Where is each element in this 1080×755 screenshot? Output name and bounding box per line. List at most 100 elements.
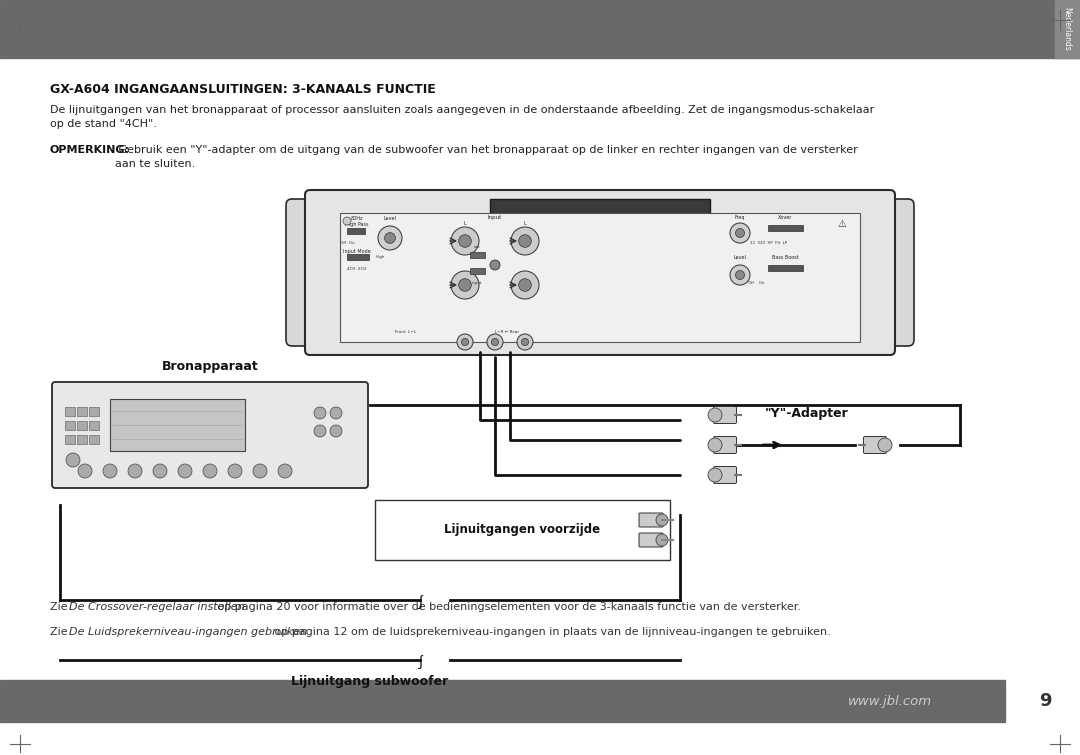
- FancyBboxPatch shape: [714, 406, 737, 424]
- Circle shape: [228, 464, 242, 478]
- Text: Off  On: Off On: [340, 241, 354, 245]
- Circle shape: [656, 514, 669, 526]
- Text: input: input: [472, 281, 483, 285]
- FancyBboxPatch shape: [286, 199, 330, 346]
- Text: Level: Level: [733, 255, 746, 260]
- Text: www.jbl.com: www.jbl.com: [848, 695, 932, 707]
- Bar: [470, 252, 485, 258]
- Text: High: High: [376, 255, 386, 259]
- FancyBboxPatch shape: [639, 533, 663, 547]
- Circle shape: [78, 464, 92, 478]
- FancyBboxPatch shape: [639, 513, 663, 527]
- Circle shape: [517, 334, 534, 350]
- Circle shape: [708, 468, 723, 482]
- Circle shape: [451, 271, 480, 299]
- Circle shape: [178, 464, 192, 478]
- Circle shape: [330, 407, 342, 419]
- Circle shape: [878, 438, 892, 452]
- Text: Xover: Xover: [778, 215, 793, 220]
- Circle shape: [735, 229, 744, 238]
- Circle shape: [330, 425, 342, 437]
- Text: Lijnuitgangen voorzijde: Lijnuitgangen voorzijde: [445, 523, 600, 537]
- Bar: [768, 265, 804, 271]
- Circle shape: [378, 226, 402, 250]
- Circle shape: [461, 338, 469, 346]
- Bar: [77, 421, 87, 430]
- Text: Input Mode: Input Mode: [343, 249, 370, 254]
- Text: Gebruik een "Y"-adapter om de uitgang van de subwoofer van het bronapparaat op d: Gebruik een "Y"-adapter om de uitgang va…: [114, 145, 858, 169]
- Circle shape: [384, 233, 395, 243]
- Circle shape: [153, 464, 167, 478]
- Text: ʃ: ʃ: [420, 653, 424, 667]
- Circle shape: [66, 453, 80, 467]
- FancyBboxPatch shape: [714, 467, 737, 483]
- Circle shape: [708, 408, 723, 422]
- Text: L+R ← Rear: L+R ← Rear: [495, 330, 519, 334]
- Text: Nederlands: Nederlands: [1063, 7, 1071, 51]
- Text: Bass Boost: Bass Boost: [771, 255, 798, 260]
- Circle shape: [459, 235, 471, 248]
- Circle shape: [518, 279, 531, 291]
- Bar: [347, 254, 369, 260]
- Bar: [65, 435, 75, 444]
- Text: Zie: Zie: [50, 602, 71, 612]
- Circle shape: [253, 464, 267, 478]
- Bar: [340, 213, 860, 342]
- Circle shape: [129, 464, 141, 478]
- Bar: [0, 680, 1005, 722]
- Bar: [110, 399, 245, 451]
- Circle shape: [518, 235, 531, 248]
- Bar: [65, 421, 75, 430]
- FancyBboxPatch shape: [870, 199, 914, 346]
- Text: 32  320  HP  Flt  LP: 32 320 HP Flt LP: [750, 241, 787, 245]
- Text: op pagina 12 om de luidsprekerniveau-ingangen in plaats van de lijnniveau-ingang: op pagina 12 om de luidsprekerniveau-ing…: [271, 627, 831, 637]
- Circle shape: [314, 407, 326, 419]
- Bar: [89, 407, 99, 416]
- Circle shape: [522, 338, 528, 346]
- FancyBboxPatch shape: [305, 190, 895, 355]
- Bar: [89, 421, 99, 430]
- Text: out: out: [474, 245, 481, 249]
- Text: GX-A604 INGANGAANSLUITINGEN: 3-KANAALS FUNCTIE: GX-A604 INGANGAANSLUITINGEN: 3-KANAALS F…: [50, 83, 435, 96]
- Text: De Crossover-regelaar instellen: De Crossover-regelaar instellen: [69, 602, 245, 612]
- Circle shape: [708, 438, 723, 452]
- Text: Lijnuitgang subwoofer: Lijnuitgang subwoofer: [292, 676, 448, 689]
- Text: "Y"-Adapter: "Y"-Adapter: [765, 407, 849, 420]
- Circle shape: [490, 260, 500, 270]
- Circle shape: [459, 279, 471, 291]
- Bar: [0, 0, 1080, 58]
- Bar: [65, 407, 75, 416]
- Text: De lijnuitgangen van het bronapparaat of processor aansluiten zoals aangegeven i: De lijnuitgangen van het bronapparaat of…: [50, 105, 874, 129]
- Circle shape: [103, 464, 117, 478]
- Text: Front  L+L: Front L+L: [395, 330, 416, 334]
- Text: Bronapparaat: Bronapparaat: [162, 360, 258, 373]
- Bar: [768, 225, 804, 231]
- Circle shape: [656, 534, 669, 546]
- Circle shape: [511, 227, 539, 255]
- Circle shape: [735, 270, 744, 279]
- Circle shape: [491, 338, 499, 346]
- Text: op pagina 20 voor informatie over de bedieningselementen voor de 3-kanaals funct: op pagina 20 voor informatie over de bed…: [214, 602, 801, 612]
- Circle shape: [730, 223, 750, 243]
- Bar: [375, 500, 670, 560]
- Text: De Luidsprekerniveau-ingangen gebruiken: De Luidsprekerniveau-ingangen gebruiken: [69, 627, 307, 637]
- Bar: [470, 268, 485, 274]
- Text: 4CH  2CH: 4CH 2CH: [348, 267, 367, 271]
- Text: ʃ: ʃ: [420, 593, 424, 607]
- FancyBboxPatch shape: [714, 436, 737, 454]
- Text: Input: Input: [488, 215, 502, 220]
- Bar: [89, 435, 99, 444]
- Text: Zie: Zie: [50, 627, 71, 637]
- Text: ⚠: ⚠: [838, 219, 847, 229]
- Text: L: L: [463, 221, 467, 226]
- Bar: [347, 228, 365, 234]
- Circle shape: [203, 464, 217, 478]
- Circle shape: [457, 334, 473, 350]
- Circle shape: [487, 334, 503, 350]
- FancyBboxPatch shape: [52, 382, 368, 488]
- FancyBboxPatch shape: [864, 436, 887, 454]
- Circle shape: [730, 265, 750, 285]
- Circle shape: [343, 217, 351, 225]
- Text: OPMERKING:: OPMERKING:: [50, 145, 130, 155]
- Text: Level: Level: [383, 216, 396, 221]
